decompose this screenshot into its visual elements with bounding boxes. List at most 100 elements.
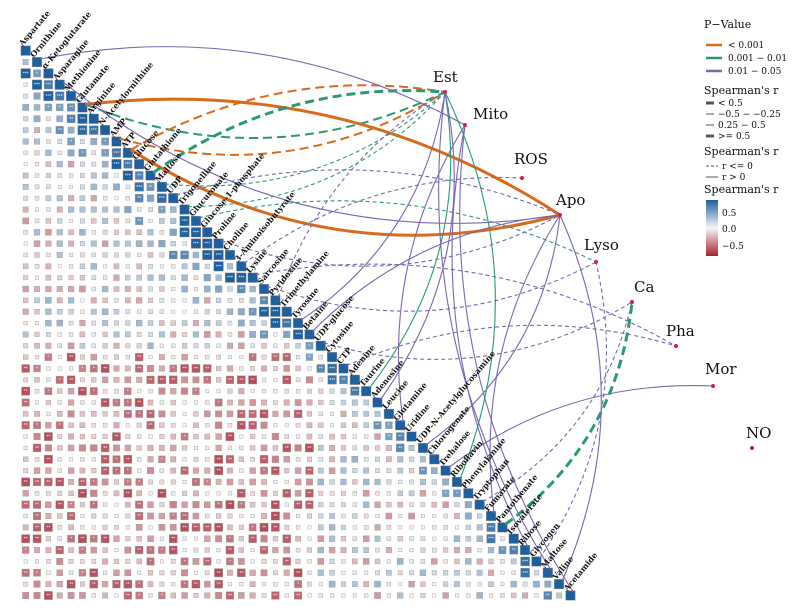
significance-mark: ** <box>296 593 300 598</box>
heatmap-cell <box>510 558 517 565</box>
heatmap-cell <box>79 354 85 360</box>
heatmap-cell <box>237 558 245 565</box>
heatmap-cell <box>250 389 255 394</box>
heatmap-cell <box>57 139 63 144</box>
heatmap-cell <box>430 467 438 474</box>
heatmap-cell <box>169 250 178 260</box>
heatmap-cell <box>374 524 381 531</box>
heatmap-cell <box>91 275 97 281</box>
heatmap-cell <box>204 320 211 327</box>
heatmap-cell <box>101 376 109 383</box>
heatmap-cell <box>248 353 257 361</box>
significance-mark: ** <box>217 570 221 575</box>
heatmap-cell <box>306 547 312 553</box>
heatmap-cell <box>386 468 392 474</box>
significance-mark: ** <box>239 423 243 428</box>
significance-mark: *** <box>125 173 131 178</box>
heatmap-cell <box>363 547 370 553</box>
heatmap-cell <box>34 252 40 258</box>
heatmap-cell <box>317 569 324 576</box>
heatmap-cell <box>397 490 403 497</box>
network-link <box>489 214 561 514</box>
heatmap-cell <box>383 408 394 419</box>
heatmap-cell <box>23 230 28 235</box>
heatmap-cell <box>306 433 313 440</box>
significance-mark: *** <box>45 94 51 99</box>
heatmap-cell <box>295 525 301 530</box>
heatmap-cell <box>125 218 131 224</box>
phenotype-node-pha <box>674 344 678 348</box>
heatmap-cell <box>67 501 75 509</box>
significance-mark: ** <box>24 536 28 541</box>
network-link <box>176 169 561 216</box>
heatmap-cell <box>329 400 335 405</box>
heatmap-cell <box>192 478 200 486</box>
heatmap-cell <box>124 546 132 554</box>
heatmap-cell <box>114 388 119 394</box>
significance-mark: *** <box>216 264 222 269</box>
heatmap-cell <box>170 559 176 564</box>
heatmap-cell <box>465 547 472 554</box>
heatmap-cell <box>340 478 347 486</box>
significance-mark: ** <box>273 514 277 519</box>
legend-color-tick-0: 0.5 <box>722 209 737 219</box>
heatmap-cell <box>113 229 120 235</box>
heatmap-cell <box>113 274 120 281</box>
significance-mark: * <box>70 536 72 541</box>
heatmap-cell <box>328 580 336 588</box>
heatmap-cell <box>421 514 425 518</box>
heatmap-cell <box>57 445 63 451</box>
heatmap-cell <box>103 275 108 280</box>
heatmap-cell <box>90 308 97 315</box>
network-link <box>243 176 523 264</box>
heatmap-cell <box>305 443 314 453</box>
heatmap-cell <box>80 559 85 564</box>
significance-mark: * <box>138 593 140 598</box>
heatmap-cell <box>227 524 233 531</box>
heatmap-cell <box>226 365 234 372</box>
heatmap-cell <box>122 170 133 181</box>
significance-mark: * <box>184 434 186 439</box>
heatmap-cell <box>136 286 142 292</box>
heatmap-cell <box>148 286 153 292</box>
heatmap-cell <box>35 559 39 564</box>
heatmap-cell <box>216 548 221 553</box>
heatmap-cell <box>363 445 369 451</box>
heatmap-cell <box>57 457 62 462</box>
heatmap-cell <box>248 523 257 532</box>
heatmap-cell <box>21 568 30 577</box>
heatmap-cell <box>146 421 155 430</box>
significance-mark: * <box>104 139 106 144</box>
heatmap-cell <box>214 454 223 464</box>
significance-mark: * <box>138 479 140 484</box>
heatmap-cell <box>385 512 393 520</box>
heatmap-cell <box>181 501 188 508</box>
heatmap-cell <box>91 218 97 224</box>
heatmap-cell <box>216 491 221 496</box>
heatmap-cell <box>67 103 76 112</box>
significance-mark: ** <box>273 502 277 507</box>
heatmap-cell <box>77 102 88 113</box>
heatmap-cell <box>327 375 337 385</box>
heatmap-cell <box>114 593 119 598</box>
heatmap-cell <box>214 466 223 475</box>
heatmap-cell <box>180 512 189 520</box>
heatmap-cell <box>476 569 483 576</box>
heatmap-cell <box>90 263 97 270</box>
heatmap-cell <box>205 457 210 462</box>
heatmap-cell <box>182 332 187 337</box>
significance-mark: * <box>93 389 95 394</box>
heatmap-cell <box>204 570 210 576</box>
significance-mark: ** <box>103 457 107 462</box>
heatmap-cell <box>476 592 483 599</box>
heatmap-cell <box>409 548 414 553</box>
heatmap-cell <box>57 434 63 439</box>
heatmap-cell <box>328 467 336 474</box>
heatmap-cell <box>22 138 29 145</box>
network-link <box>425 214 561 446</box>
significance-mark: ** <box>319 366 323 371</box>
heatmap-cell <box>148 332 153 337</box>
significance-mark: ** <box>217 582 221 587</box>
heatmap-cell <box>239 445 244 451</box>
heatmap-cell <box>191 364 201 373</box>
